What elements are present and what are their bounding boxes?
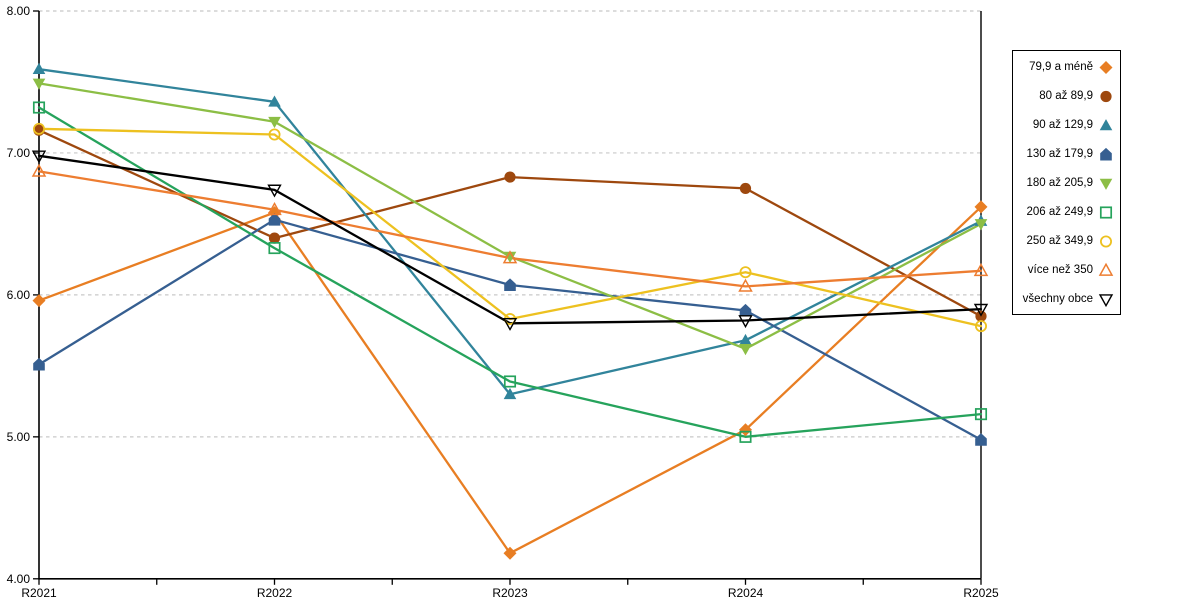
series-line — [37, 170, 983, 288]
triangle-up-filled-marker — [268, 95, 281, 107]
square-open-marker — [503, 375, 517, 388]
triangle-up-open-marker — [738, 278, 753, 292]
diamond-filled-marker — [739, 423, 752, 437]
triangle-up-filled-icon — [1099, 118, 1113, 130]
circle-open-marker — [975, 320, 988, 333]
diamond-filled-icon — [1099, 60, 1113, 74]
legend-item: 80 až 89,9 — [1013, 81, 1120, 110]
triangle-up-open-icon — [1098, 262, 1114, 276]
triangle-down-open-marker — [973, 303, 989, 317]
circle-open-marker — [739, 266, 752, 279]
series-line — [37, 106, 983, 438]
x-axis-tick-label: R2025 — [963, 586, 999, 600]
y-axis-tick-label: 5.00 — [7, 430, 31, 444]
legend-item-label: 250 až 349,9 — [1026, 234, 1093, 247]
series-line — [37, 127, 983, 328]
diamond-filled-marker — [32, 294, 46, 308]
circle-filled-icon — [1100, 90, 1112, 102]
triangle-up-open-marker — [31, 163, 47, 177]
legend-item-label: 80 až 89,9 — [1039, 89, 1093, 102]
triangle-down-open-icon — [1098, 293, 1114, 307]
legend-item: 90 až 129,9 — [1013, 110, 1120, 139]
triangle-down-open-marker — [738, 315, 753, 329]
legend-item: 180 až 205,9 — [1013, 168, 1120, 197]
triangle-down-open-marker — [31, 150, 47, 164]
legend-item-label: 90 až 129,9 — [1032, 118, 1093, 131]
square-open-icon — [1099, 205, 1113, 219]
triangle-down-open-marker — [267, 184, 282, 198]
legend-item-label: 180 až 205,9 — [1026, 176, 1093, 189]
legend-item-label: 130 až 179,9 — [1026, 147, 1093, 160]
circle-open-marker — [268, 128, 281, 141]
square-open-marker — [739, 430, 752, 443]
legend-item-label: více než 350 — [1027, 263, 1093, 276]
legend-item: 79,9 a méně — [1013, 52, 1120, 81]
circle-filled-marker — [739, 182, 752, 195]
triangle-up-open-marker — [502, 250, 518, 264]
pentagon-filled-marker — [33, 357, 45, 371]
y-axis-tick-label: 7.00 — [7, 146, 31, 160]
series-line — [37, 82, 983, 350]
circle-filled-marker — [504, 171, 516, 183]
triangle-down-open-marker — [502, 317, 518, 331]
legend-item: 206 až 249,9 — [1013, 197, 1120, 226]
circle-filled-marker — [268, 232, 281, 244]
circle-open-marker — [33, 122, 46, 135]
pentagon-filled-marker — [739, 303, 752, 317]
x-axis-tick-label: R2022 — [257, 586, 293, 600]
x-axis-tick-label: R2023 — [492, 586, 528, 600]
series-line — [37, 68, 983, 396]
triangle-down-filled-icon — [1099, 178, 1113, 190]
x-axis-tick-label: R2024 — [728, 586, 764, 600]
triangle-down-filled-marker — [32, 78, 46, 90]
pentagon-filled-marker — [975, 433, 987, 446]
legend-item: více než 350 — [1013, 255, 1120, 284]
triangle-up-filled-marker — [503, 387, 517, 400]
square-open-marker — [268, 242, 281, 255]
pentagon-filled-icon — [1100, 147, 1112, 160]
legend-item: 250 až 349,9 — [1013, 226, 1120, 255]
triangle-up-open-marker — [973, 263, 989, 277]
triangle-down-filled-marker — [268, 116, 281, 129]
pentagon-filled-marker — [504, 278, 516, 291]
y-axis-tick-label: 8.00 — [7, 4, 31, 18]
triangle-up-filled-marker — [32, 62, 46, 74]
triangle-up-open-marker — [267, 201, 282, 216]
y-axis-tick-label: 6.00 — [7, 288, 31, 302]
legend: 79,9 a méně 80 až 89,9 90 až 129,9 130 až 1… — [1012, 50, 1121, 315]
pentagon-filled-marker — [268, 213, 281, 226]
square-open-marker — [32, 101, 46, 114]
triangle-down-filled-marker — [503, 251, 517, 263]
triangle-down-filled-marker — [974, 219, 988, 231]
legend-item-label: 206 až 249,9 — [1026, 205, 1093, 218]
legend-item: 130 až 179,9 — [1013, 139, 1120, 168]
diamond-filled-marker — [503, 546, 517, 560]
legend-item: všechny obce — [1013, 284, 1120, 313]
circle-open-icon — [1100, 235, 1112, 247]
triangle-up-filled-marker — [739, 333, 752, 346]
diamond-filled-marker — [974, 200, 988, 214]
legend-item-label: všechny obce — [1022, 292, 1093, 305]
x-axis-tick-label: R2021 — [21, 586, 57, 600]
triangle-down-filled-marker — [739, 344, 752, 356]
y-axis-tick-label: 4.00 — [7, 572, 31, 586]
legend-item-label: 79,9 a méně — [1029, 60, 1093, 73]
square-open-marker — [974, 408, 988, 421]
